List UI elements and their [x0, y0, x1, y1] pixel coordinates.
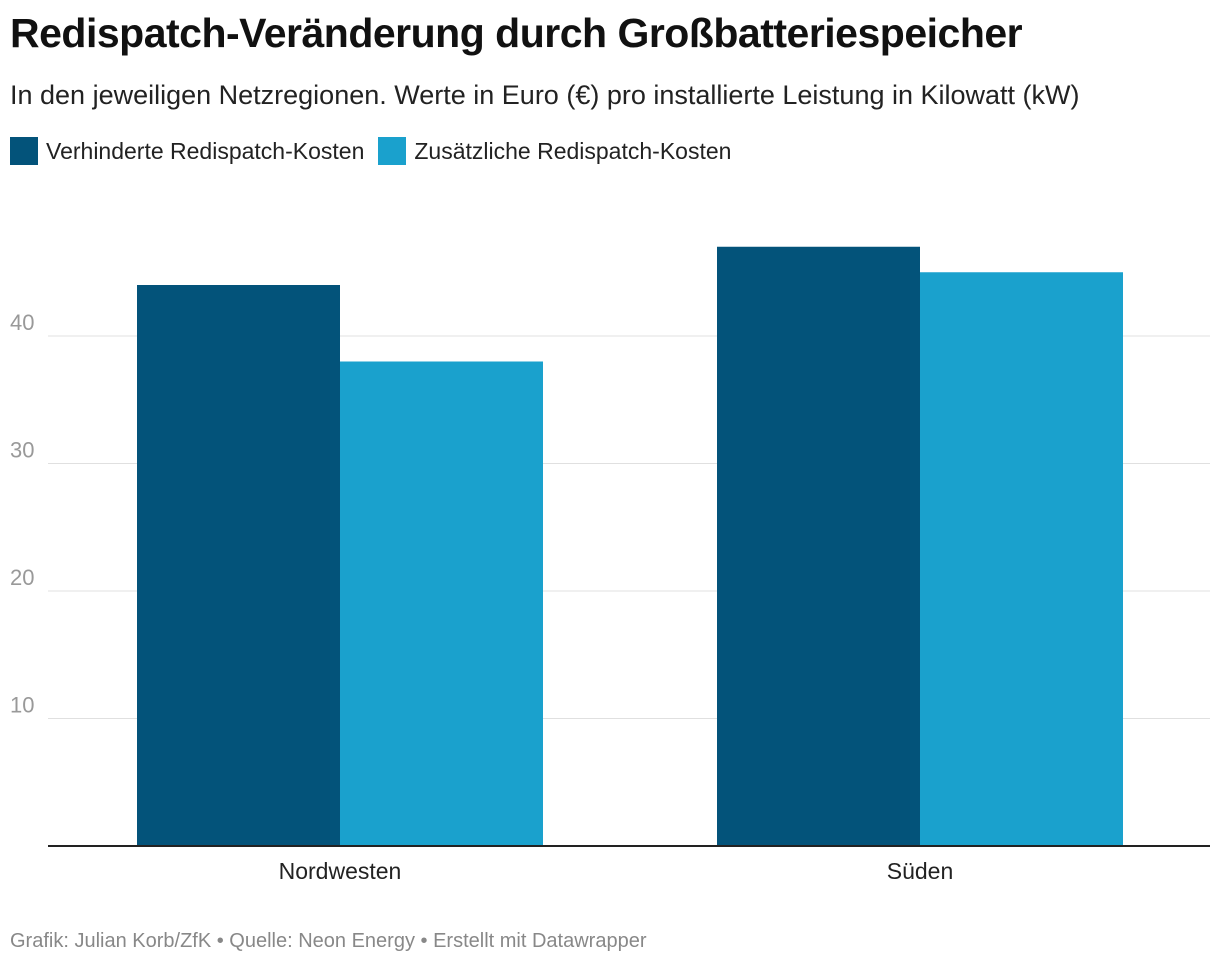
x-tick-label-0: Nordwesten: [279, 858, 402, 884]
x-tick-label-1: Süden: [887, 858, 954, 884]
legend-swatch-verhinderte: [10, 137, 38, 165]
legend-item-zusaetzliche: Zusätzliche Redispatch-Kosten: [378, 137, 731, 165]
legend: Verhinderte Redispatch-Kosten Zusätzlich…: [10, 137, 731, 165]
bar-nordwesten-series-0: [137, 285, 340, 846]
y-tick-label-20: 20: [10, 565, 34, 590]
y-tick-label-10: 10: [10, 693, 34, 718]
y-tick-label-30: 30: [10, 438, 34, 463]
legend-label-zusaetzliche: Zusätzliche Redispatch-Kosten: [414, 137, 732, 164]
chart-title: Redispatch-Veränderung durch Großbatteri…: [10, 10, 1023, 56]
bar-nordwesten-series-1: [340, 361, 543, 846]
chart-subtitle: In den jeweiligen Netzregionen. Werte in…: [10, 80, 1080, 110]
bar-süden-series-1: [920, 272, 1123, 846]
legend-swatch-zusaetzliche: [378, 137, 407, 165]
legend-item-verhinderte: Verhinderte Redispatch-Kosten: [10, 137, 364, 165]
legend-label-verhinderte: Verhinderte Redispatch-Kosten: [46, 137, 365, 164]
y-tick-label-40: 40: [10, 310, 34, 335]
bar-süden-series-0: [717, 246, 920, 846]
bar-chart: 10 20 30 40 Nordwesten Süden: [10, 246, 1210, 884]
footer-credits: Grafik: Julian Korb/ZfK • Quelle: Neon E…: [10, 930, 647, 952]
